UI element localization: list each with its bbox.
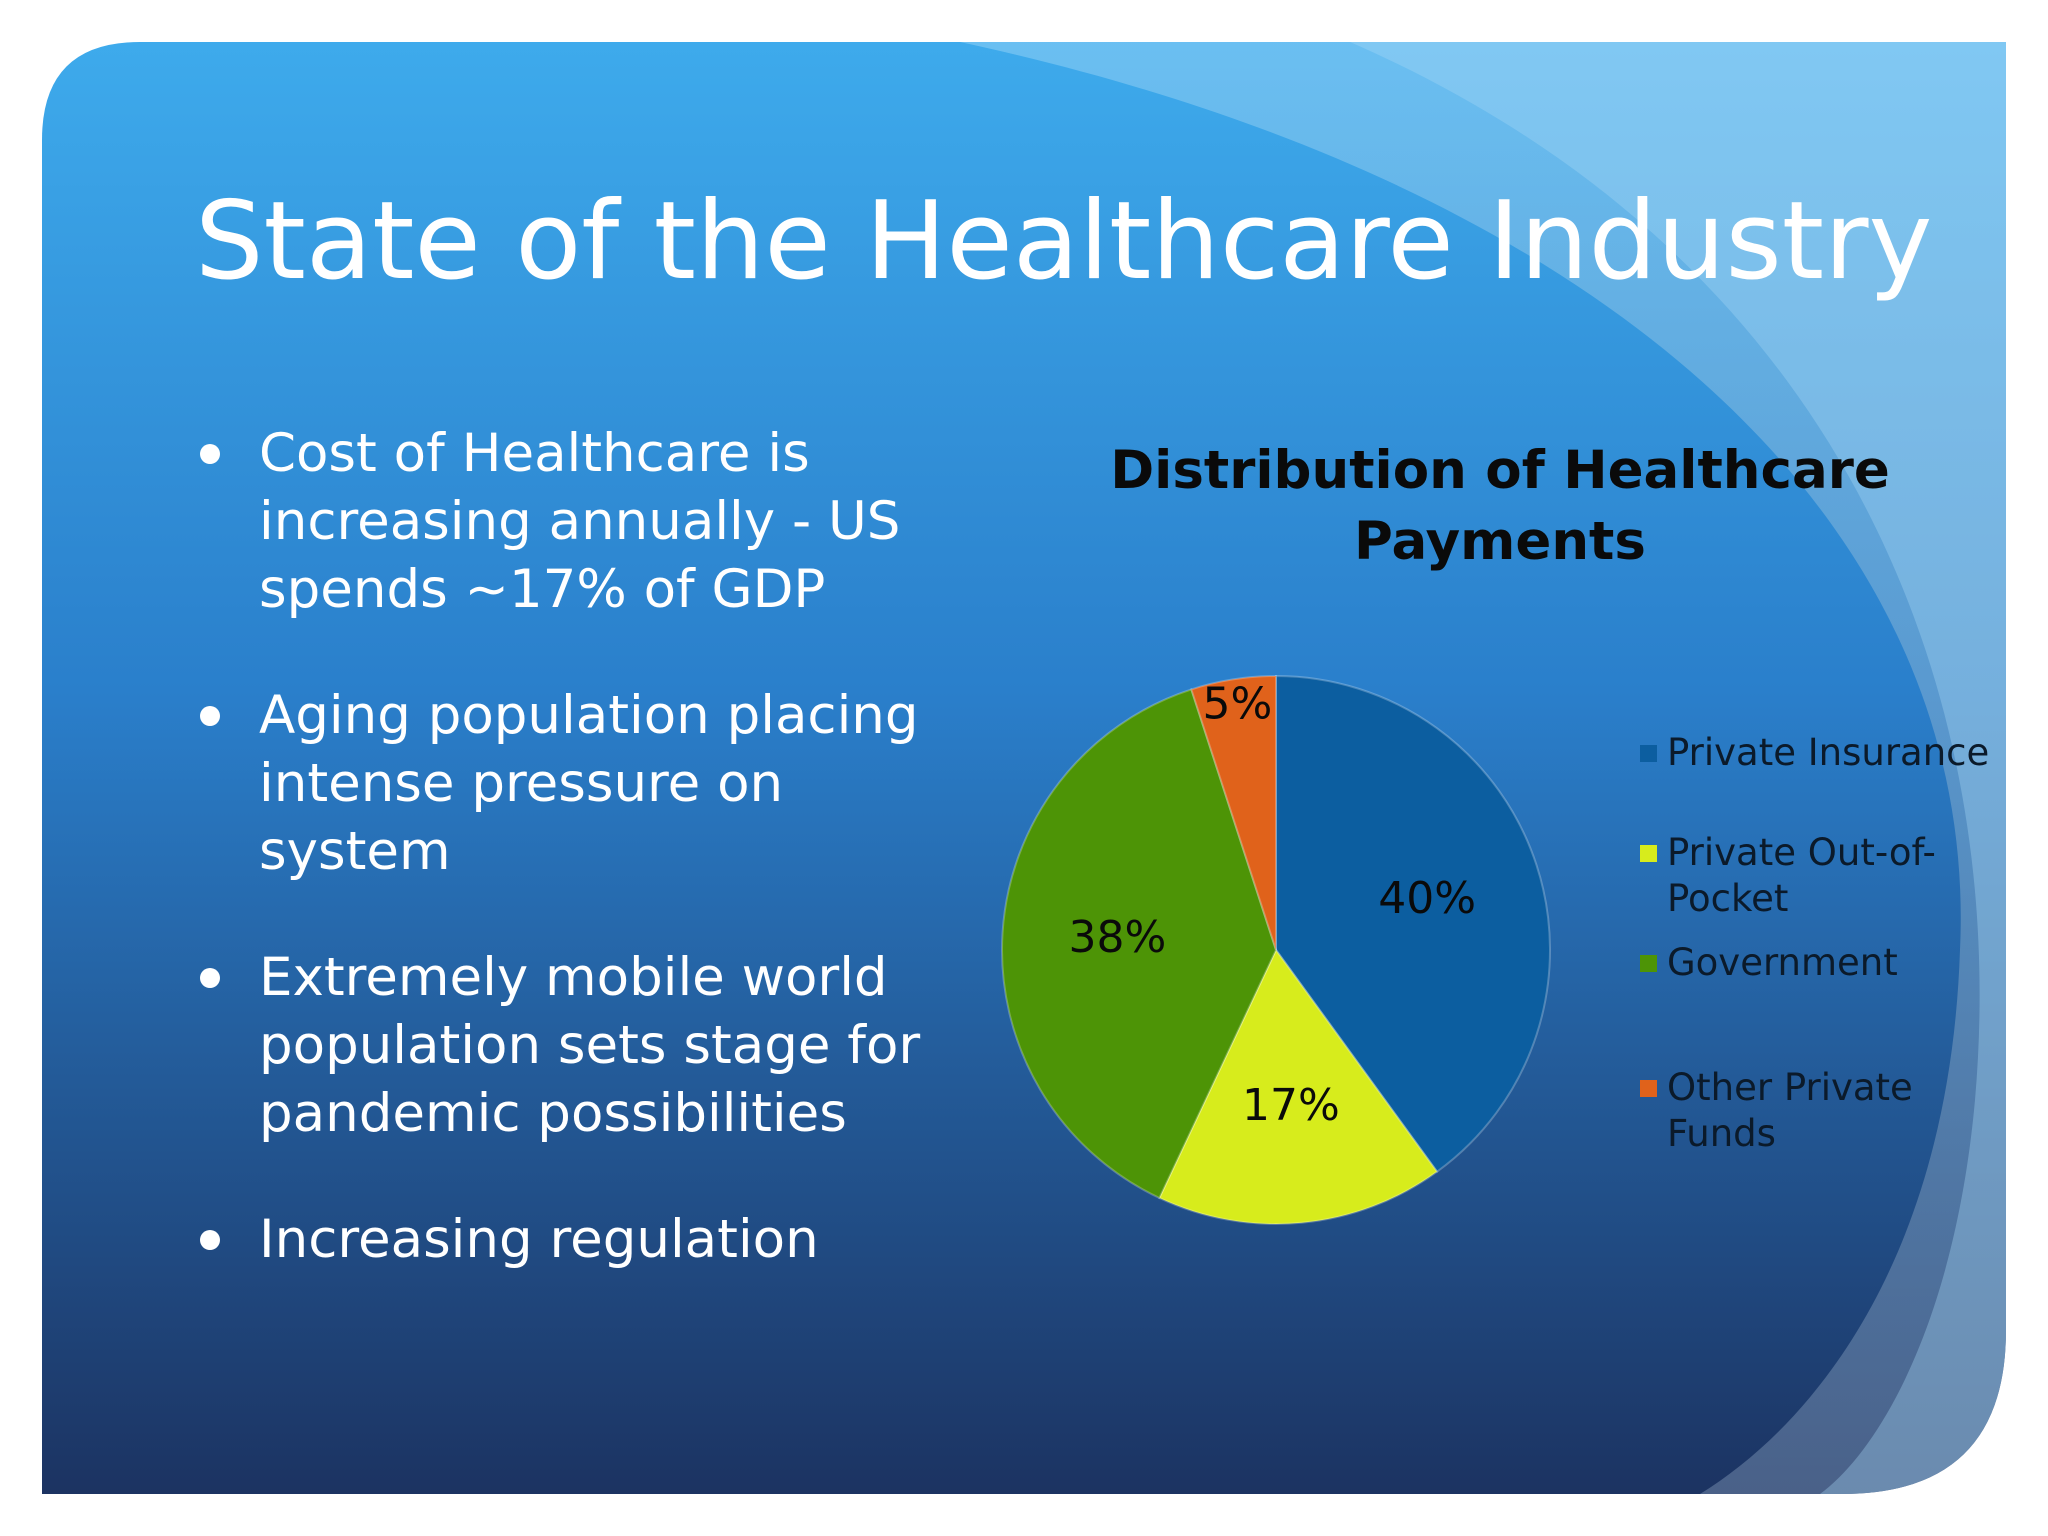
pie-slice-private-insurance xyxy=(1275,674,1551,1174)
legend-item: Private Insurance xyxy=(1640,730,1997,776)
legend-label: Private Insurance xyxy=(1667,731,1990,774)
legend-swatch xyxy=(1640,845,1657,862)
pie-slice-other-private-funds xyxy=(1190,674,1277,951)
bullet-icon xyxy=(200,444,220,464)
bullet-text: Aging population placing intense pressur… xyxy=(259,685,919,882)
bullet-icon xyxy=(200,706,220,726)
pie-slice-government xyxy=(1001,688,1278,1200)
pie-data-label: 5% xyxy=(1203,678,1273,729)
bullet-text: Increasing regulation xyxy=(259,1209,819,1270)
bullet-text: Cost of Healthcare is increasing annuall… xyxy=(259,423,901,620)
chart-title: Distribution of Healthcare Payments xyxy=(1110,440,1890,572)
bullet-item: Aging population placing intense pressur… xyxy=(195,682,975,886)
bullet-icon xyxy=(200,1230,220,1250)
bullet-item: Cost of Healthcare is increasing annuall… xyxy=(195,420,975,624)
bullet-item: Extremely mobile world population sets s… xyxy=(195,944,975,1148)
legend-swatch xyxy=(1640,745,1657,762)
pie-data-label: 40% xyxy=(1378,873,1476,924)
legend-item: Government xyxy=(1640,940,1997,986)
legend-swatch xyxy=(1640,1080,1657,1097)
slide-title: State of the Healthcare Industry xyxy=(195,179,1933,304)
legend-label: Government xyxy=(1667,941,1898,984)
pie-data-label: 38% xyxy=(1068,912,1166,963)
legend-label: Other Private Funds xyxy=(1667,1066,1913,1155)
legend-swatch xyxy=(1640,955,1657,972)
pie-slice-private-out-of-pocket xyxy=(1158,948,1439,1225)
bullet-icon xyxy=(200,968,220,988)
bullet-item: Increasing regulation xyxy=(195,1206,975,1274)
bullet-list: Cost of Healthcare is increasing annuall… xyxy=(195,420,975,1332)
bullet-text: Extremely mobile world population sets s… xyxy=(259,947,921,1144)
legend-item: Other Private Funds xyxy=(1640,1065,1997,1157)
pie-data-label: 17% xyxy=(1242,1080,1340,1131)
legend-label: Private Out-of-Pocket xyxy=(1667,831,1936,920)
legend-item: Private Out-of-Pocket xyxy=(1640,830,1997,922)
